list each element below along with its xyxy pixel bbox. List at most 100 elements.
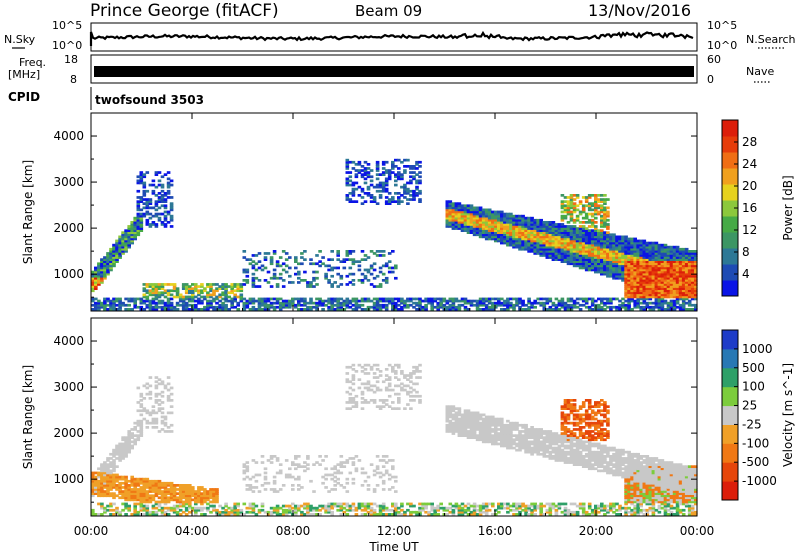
- echo-cell: [654, 245, 659, 249]
- echo-cell: [91, 303, 95, 307]
- echo-cell: [354, 513, 359, 516]
- echo-cell: [578, 235, 583, 239]
- echo-cell: [500, 235, 504, 239]
- echo-cell: [233, 297, 237, 301]
- echo-cell: [251, 508, 256, 512]
- echo-cell: [666, 276, 671, 280]
- echo-cell: [566, 212, 571, 216]
- echo-cell: [154, 481, 159, 485]
- echo-cell: [636, 301, 640, 305]
- echo-cell: [209, 285, 213, 288]
- echo-cell: [251, 308, 256, 311]
- echo-cell: [130, 434, 134, 437]
- echo-cell: [363, 382, 368, 386]
- echo-cell: [642, 283, 647, 286]
- echo-cell: [584, 266, 589, 270]
- echo-cell: [630, 287, 634, 290]
- echo-cell: [160, 305, 165, 309]
- echo-cell: [581, 235, 586, 239]
- echo-cell: [569, 299, 574, 303]
- echo-cell: [600, 264, 604, 268]
- echo-cell: [169, 204, 174, 208]
- echo-cell: [318, 513, 322, 516]
- echo-cell: [348, 160, 353, 164]
- echo-cell: [672, 308, 677, 311]
- echo-cell: [345, 181, 350, 185]
- echo-cell: [381, 183, 386, 187]
- echo-cell: [606, 256, 610, 259]
- echo-cell: [109, 260, 113, 263]
- echo-cell: [148, 283, 153, 286]
- echo-cell: [536, 225, 540, 228]
- echo-cell: [336, 308, 340, 311]
- echo-cell: [627, 291, 631, 295]
- echo-cell: [363, 171, 368, 174]
- echo-cell: [472, 225, 477, 228]
- echo-cell: [624, 260, 628, 263]
- echo-cell: [145, 513, 150, 516]
- echo-cell: [336, 252, 340, 255]
- echo-cell: [248, 301, 253, 305]
- echo-cell: [184, 494, 189, 498]
- echo-cell: [669, 250, 674, 253]
- echo-cell: [633, 266, 637, 270]
- station-title: Prince George (fitACF): [90, 1, 279, 21]
- echo-cell: [157, 285, 162, 288]
- echo-cell: [630, 260, 634, 263]
- echo-cell: [621, 237, 625, 241]
- echo-cell: [484, 214, 489, 218]
- echo-cell: [669, 274, 674, 278]
- echo-cell: [578, 264, 583, 268]
- echo-cell: [669, 268, 674, 272]
- echo-cell: [666, 285, 671, 288]
- echo-cell: [157, 490, 162, 493]
- echo-cell: [130, 477, 134, 481]
- echo-cell: [648, 285, 653, 288]
- echo-cell: [166, 506, 171, 510]
- echo-cell: [536, 233, 540, 237]
- echo-cell: [548, 235, 553, 239]
- echo-cell: [436, 308, 440, 311]
- echo-cell: [94, 471, 98, 475]
- echo-cell: [536, 237, 540, 241]
- echo-cell: [515, 239, 519, 243]
- echo-cell: [563, 245, 568, 249]
- echo-cell: [684, 272, 689, 276]
- echo-cell: [527, 250, 531, 253]
- echo-cell: [136, 179, 141, 183]
- echo-cell: [166, 289, 171, 293]
- echo-cell: [475, 218, 480, 222]
- echo-cell: [527, 223, 531, 226]
- echo-cell: [615, 305, 619, 309]
- echo-cell: [578, 202, 583, 205]
- echo-cell: [294, 504, 298, 508]
- echo-cell: [169, 289, 174, 293]
- echo-cell: [472, 229, 477, 232]
- echo-cell: [690, 287, 695, 290]
- echo-cell: [627, 258, 631, 261]
- echo-cell: [572, 245, 577, 249]
- echo-cell: [160, 513, 165, 516]
- echo-cell: [387, 266, 392, 270]
- echo-cell: [660, 293, 665, 297]
- echo-cell: [139, 218, 144, 222]
- echo-cell: [442, 299, 447, 303]
- echo-cell: [633, 305, 637, 309]
- echo-cell: [497, 237, 501, 241]
- echo-cell: [594, 235, 598, 239]
- echo-cell: [284, 513, 289, 516]
- echo-cell: [527, 308, 531, 311]
- echo-cell: [169, 498, 174, 502]
- echo-cell: [148, 200, 153, 203]
- echo-cell: [281, 305, 286, 309]
- echo-cell: [648, 266, 653, 270]
- echo-cell: [663, 295, 668, 299]
- echo-cell: [478, 303, 483, 307]
- echo-cell: [324, 303, 328, 307]
- echo-cell: [630, 252, 634, 255]
- echo-cell: [533, 305, 537, 309]
- echo-cell: [666, 291, 671, 295]
- echo-cell: [139, 403, 144, 406]
- echo-cell: [212, 498, 216, 502]
- echo-cell: [627, 279, 631, 282]
